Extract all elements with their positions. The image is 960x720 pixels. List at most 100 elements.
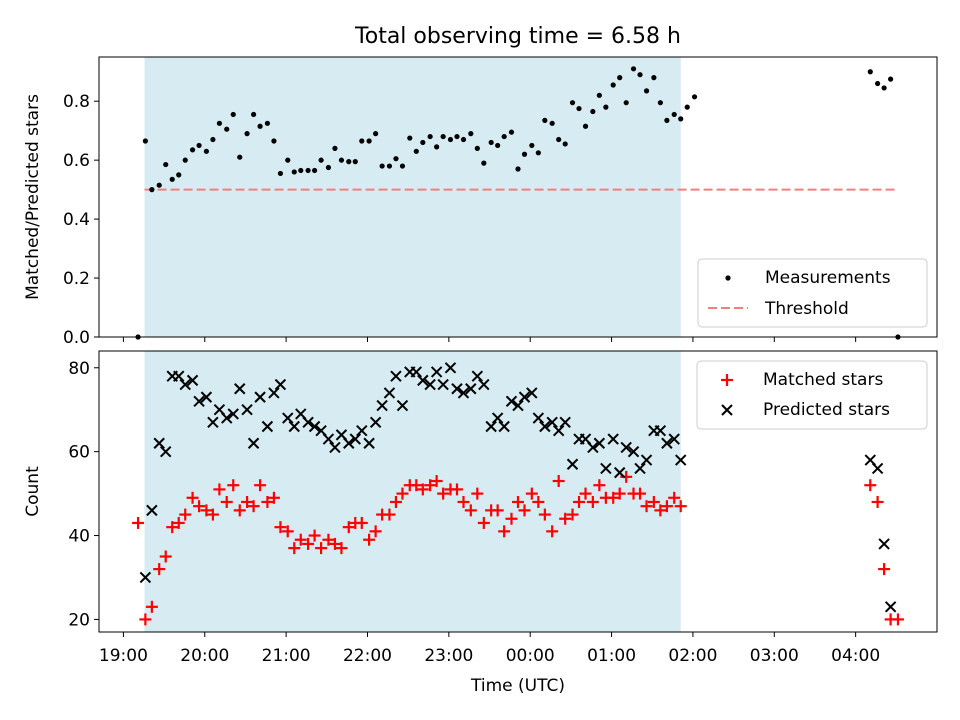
measurement-point xyxy=(216,120,223,126)
predicted-star-point xyxy=(430,366,443,378)
predicted-star-point xyxy=(329,441,341,454)
x-tick-label: 04:00 xyxy=(831,646,880,666)
matched-star-point xyxy=(634,487,647,500)
predicted-star-point xyxy=(552,424,565,437)
measurement-point xyxy=(182,157,188,163)
matched-star-point xyxy=(172,516,185,529)
matched-star-point xyxy=(891,613,904,626)
matched-star-point xyxy=(586,495,599,508)
matched-star-point xyxy=(620,470,633,483)
y-tick-label: 20 xyxy=(68,610,90,630)
measurement-point xyxy=(203,148,209,154)
predicted-star-point xyxy=(282,412,294,424)
predicted-star-point xyxy=(247,437,260,449)
measurement-point xyxy=(508,129,515,135)
measurement-point xyxy=(359,138,365,144)
ratio-y-ticks: 0.0 0.2 0.4 0.6 0.8 xyxy=(63,92,99,348)
predicted-star-point xyxy=(173,370,185,382)
y-tick-label: 40 xyxy=(68,527,90,547)
measurement-point xyxy=(237,154,243,160)
measurement-point xyxy=(298,167,304,174)
ratio-x-ticks xyxy=(122,337,857,342)
measurement-point xyxy=(875,80,881,87)
measurement-point xyxy=(549,120,555,126)
matched-star-point xyxy=(640,500,653,513)
matched-star-point xyxy=(220,495,233,508)
ratio-panel: 0.00.20.40.60.8 Matched/Predicted stars … xyxy=(23,56,938,348)
matched-star-point xyxy=(498,525,511,538)
measurement-point xyxy=(664,117,670,123)
measurement-point xyxy=(684,104,690,110)
matched-star-point xyxy=(213,483,226,496)
predicted-star-point xyxy=(302,416,314,429)
predicted-star-point xyxy=(160,445,172,458)
ratio-panel-frame xyxy=(98,56,938,338)
predicted-star-point xyxy=(410,366,423,378)
legend-matched-marker xyxy=(721,374,733,386)
matched-star-point xyxy=(396,487,409,500)
predicted-star-point xyxy=(241,404,253,416)
matched-star-point xyxy=(607,491,620,504)
measurement-point xyxy=(542,117,548,123)
predicted-star-point xyxy=(363,437,375,449)
matched-star-point xyxy=(552,475,565,488)
matched-star-point xyxy=(450,483,463,496)
measurement-point xyxy=(386,163,393,169)
matched-star-point xyxy=(145,600,158,613)
predicted-star-point xyxy=(491,412,504,424)
predicted-star-point xyxy=(268,387,280,399)
predicted-star-point xyxy=(424,378,436,391)
y-tick-label: 0.8 xyxy=(63,92,90,112)
matched-star-point xyxy=(159,550,172,563)
matched-star-point xyxy=(254,479,267,492)
matched-star-point xyxy=(505,512,518,525)
predicted-star-point xyxy=(559,416,571,429)
matched-star-point xyxy=(363,533,376,546)
x-tick-label: 20:00 xyxy=(180,646,229,666)
predicted-star-point xyxy=(620,441,632,454)
measurement-point xyxy=(257,123,263,129)
measurement-point xyxy=(440,133,446,140)
matched-star-point xyxy=(416,483,429,496)
predicted-star-point xyxy=(546,416,558,429)
measurement-point xyxy=(447,136,454,143)
y-tick-label: 80 xyxy=(68,359,90,379)
predicted-star-point xyxy=(288,420,300,433)
measurement-point xyxy=(189,147,196,153)
measurement-point xyxy=(460,136,467,143)
measurement-point xyxy=(596,92,602,98)
measurement-point xyxy=(420,139,426,146)
predicted-star-point xyxy=(396,399,409,412)
matched-star-point xyxy=(294,533,307,546)
measurement-point xyxy=(569,100,576,106)
predicted-star-point xyxy=(675,454,687,466)
count-y-axis-label: Count xyxy=(23,466,43,517)
measurement-point xyxy=(691,94,698,100)
predicted-star-point xyxy=(498,420,510,433)
ratio-legend: Measurements Threshold xyxy=(697,258,928,328)
matched-star-point xyxy=(566,508,579,521)
predicted-star-point xyxy=(139,571,152,584)
measurement-point xyxy=(678,116,684,122)
matched-star-point xyxy=(193,500,206,513)
matched-star-point xyxy=(613,487,626,500)
matched-star-point xyxy=(477,516,490,529)
matched-star-point xyxy=(179,508,192,521)
measurement-point xyxy=(312,167,318,174)
matched-star-point xyxy=(186,491,199,504)
matched-star-point xyxy=(579,487,592,500)
measurement-point xyxy=(399,163,406,169)
predicted-star-point xyxy=(234,383,246,395)
predicted-star-point xyxy=(261,420,274,433)
x-tick-label: 23:00 xyxy=(424,646,473,666)
matched-stars-points xyxy=(132,470,904,626)
measurement-point xyxy=(230,111,236,118)
matched-star-point xyxy=(281,525,294,538)
matched-star-point xyxy=(538,508,551,521)
predicted-star-point xyxy=(308,420,321,433)
measurement-point xyxy=(264,120,271,126)
y-tick-label: 0.0 xyxy=(63,328,90,348)
matched-star-point xyxy=(342,521,355,534)
matched-star-point xyxy=(355,516,368,529)
